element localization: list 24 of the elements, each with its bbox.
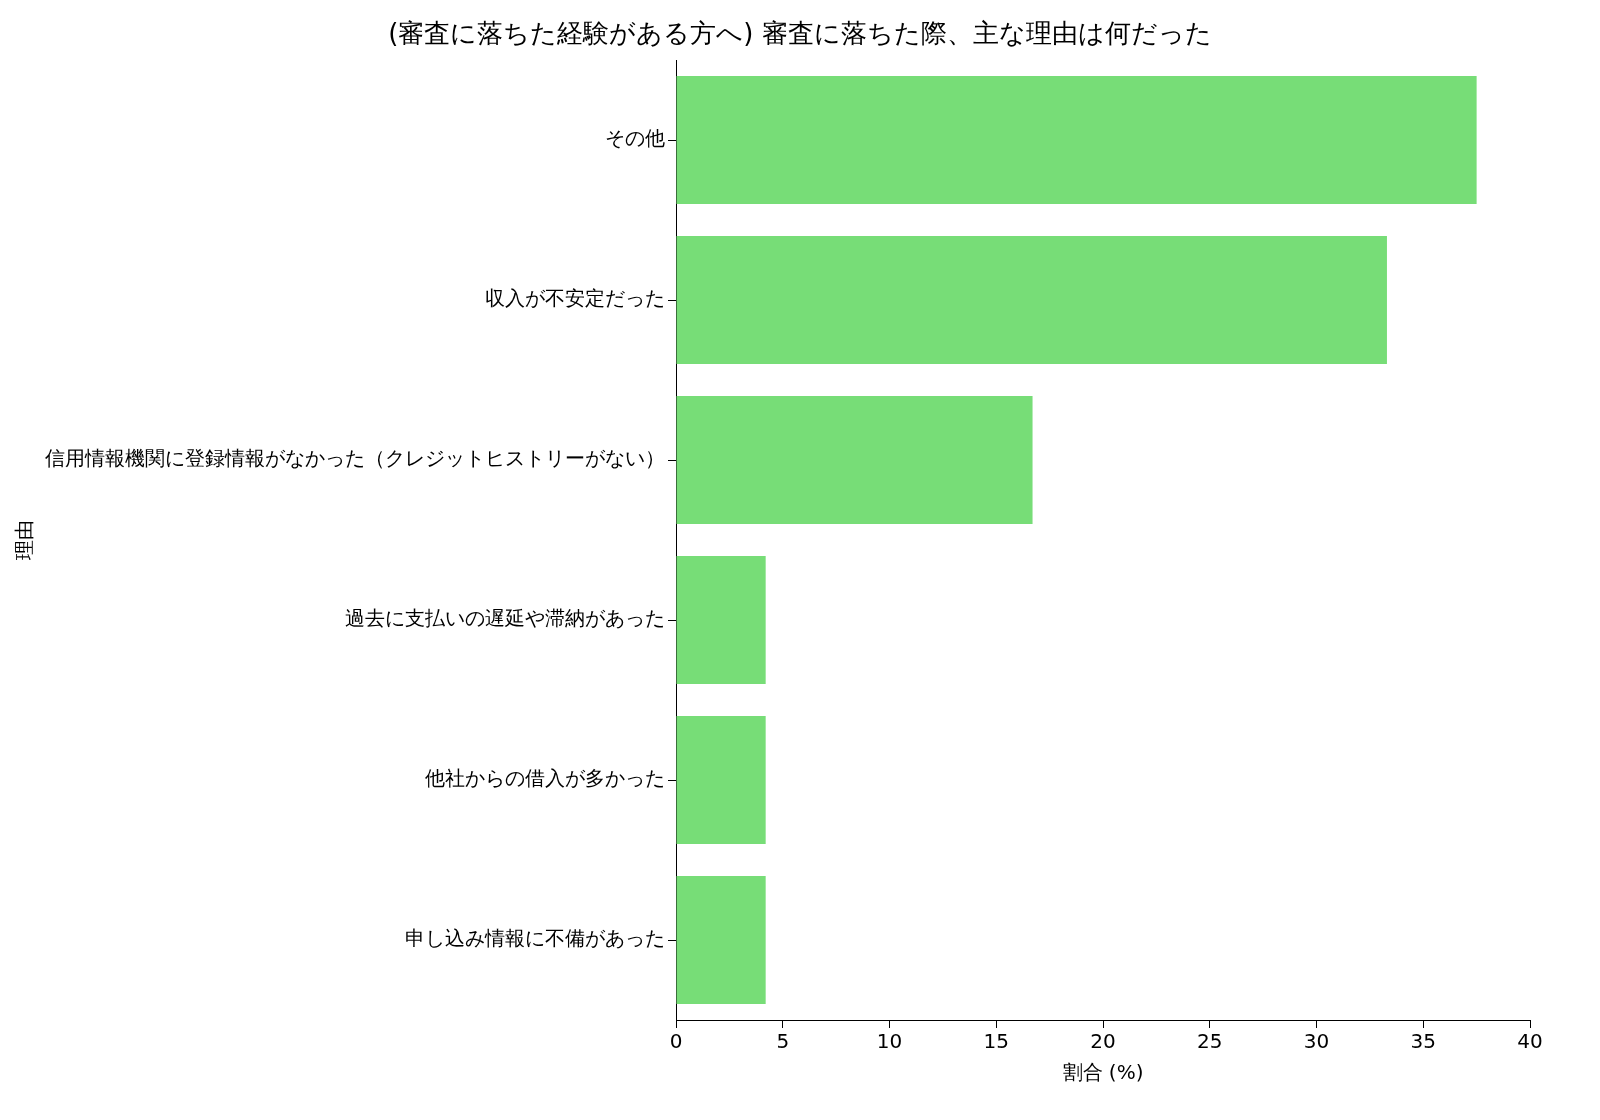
bar [676,236,1387,364]
x-tick-label: 20 [1090,1029,1116,1054]
y-axis-title: 理由 [12,520,37,560]
bar [676,76,1477,204]
bar [676,556,766,684]
y-tick-label: 信用情報機関に登録情報がなかった（クレジットヒストリーがない） [45,446,665,471]
x-tick-label: 35 [1410,1029,1436,1054]
x-tick-label: 25 [1197,1029,1223,1054]
x-tick-label: 5 [776,1029,790,1054]
x-tick-label: 30 [1303,1029,1330,1054]
x-axis-title: 割合 (%) [1062,1060,1144,1085]
x-tick-label: 0 [669,1029,683,1054]
bar [676,716,766,844]
y-tick-label: その他 [605,126,665,151]
bar [676,396,1033,524]
y-tick-label: 過去に支払いの遅延や滞納があった [345,606,665,631]
x-tick-label: 15 [983,1029,1009,1054]
y-tick-label: 収入が不安定だった [485,286,665,311]
y-tick-label: 他社からの借入が多かった [425,766,665,791]
bar [676,876,766,1004]
y-tick-label: 申し込み情報に不備があった [405,926,665,951]
x-tick-label: 40 [1517,1029,1543,1054]
x-tick-label: 10 [876,1029,903,1054]
chart-title: (審査に落ちた経験がある方へ) 審査に落ちた際、主な理由は何だった [387,17,1213,50]
